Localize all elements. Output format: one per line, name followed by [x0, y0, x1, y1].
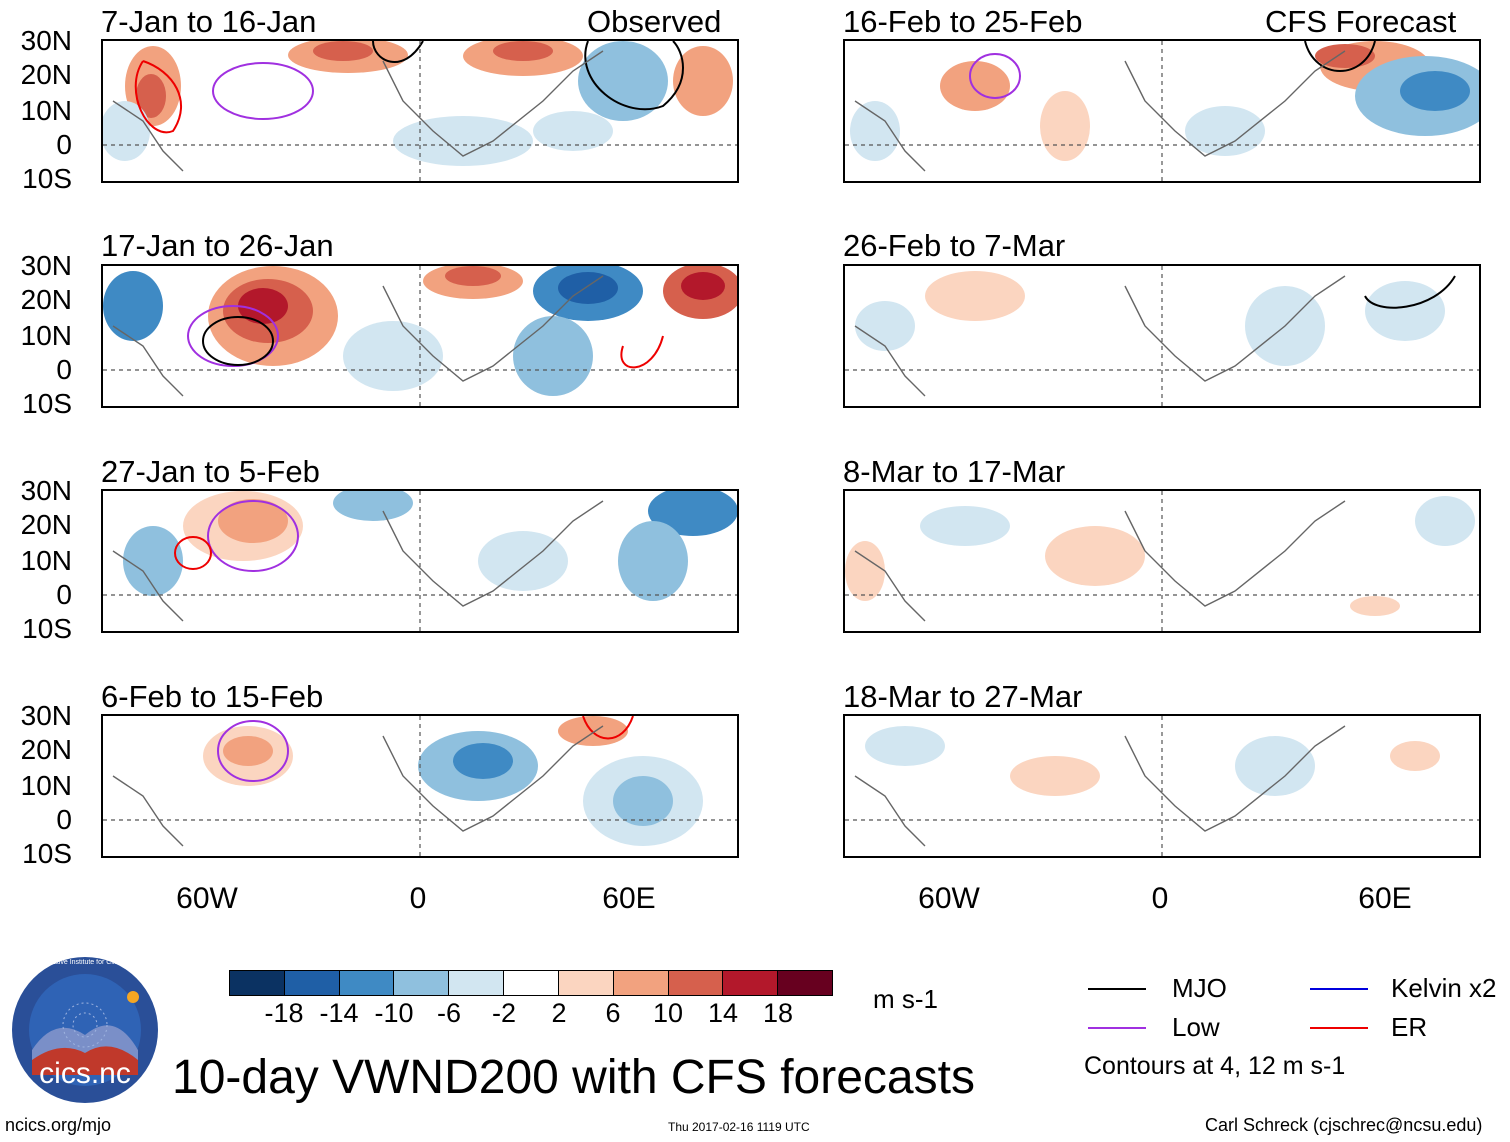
logo-text: cics.nc [39, 1057, 131, 1090]
lat-label: 10N [20, 320, 72, 351]
credit: Carl Schreck (cjschrec@ncsu.edu) [1205, 1115, 1483, 1135]
logo-ring-text: Cooperative Institute for Climate and Sa… [30, 959, 140, 966]
lon-label: 0 [409, 882, 427, 915]
colorbar-swatch [722, 971, 778, 995]
colorbar [229, 970, 833, 996]
lat-label: 0 [56, 579, 72, 610]
map-panel-fcst-1 [843, 39, 1481, 183]
lat-label: 20N [20, 284, 72, 315]
lon-label: 60E [602, 882, 656, 915]
lat-label: 30N [20, 25, 72, 56]
map-panel-obs-2 [101, 264, 739, 408]
panel-title-fcst-4: 18-Mar to 27-Mar [843, 679, 1083, 714]
panel-title-fcst-1: 16-Feb to 25-Feb [843, 4, 1083, 39]
lat-label: 10N [20, 95, 72, 126]
low-legend-label: Low [1172, 1012, 1220, 1042]
kelvin-legend-label: Kelvin x2 [1391, 973, 1497, 1003]
lat-label: 20N [20, 509, 72, 540]
observed-header: Observed [587, 4, 722, 39]
colorbar-swatch [230, 971, 284, 995]
colorbar-unit: m s-1 [873, 984, 938, 1014]
lat-label: 0 [56, 129, 72, 160]
colorbar-swatch [338, 971, 394, 995]
lat-label: 10N [20, 545, 72, 576]
colorbar-swatch [557, 971, 613, 995]
lat-label: 10S [22, 838, 72, 869]
low-line-swatch [1088, 1027, 1146, 1029]
lat-label: 20N [20, 59, 72, 90]
main-title: 10-day VWND200 with CFS forecasts [172, 1051, 975, 1104]
map-panel-fcst-4 [843, 714, 1481, 858]
er-legend-label: ER [1391, 1012, 1428, 1042]
mjo-legend-label: MJO [1172, 973, 1227, 1003]
lat-label: 10N [20, 770, 72, 801]
lat-label: 30N [20, 250, 72, 281]
lat-label: 30N [20, 700, 72, 731]
panel-title-fcst-2: 26-Feb to 7-Mar [843, 228, 1066, 263]
lat-label: 0 [56, 804, 72, 835]
lat-label: 10S [22, 163, 72, 194]
lon-label: 60W [176, 882, 238, 915]
lon-label: 60W [918, 882, 980, 915]
colorbar-swatch [283, 971, 339, 995]
er-line-swatch [1310, 1027, 1368, 1029]
map-panel-obs-1 [101, 39, 739, 183]
lat-label: 20N [20, 734, 72, 765]
lon-label: 0 [1151, 882, 1169, 915]
map-panel-fcst-3 [843, 489, 1481, 633]
colorbar-tick: -18 [264, 998, 304, 1028]
colorbar-tick: 2 [551, 998, 567, 1028]
colorbar-swatch [393, 971, 449, 995]
panel-title-obs-1: 7-Jan to 16-Jan [101, 4, 317, 39]
map-panel-obs-4 [101, 714, 739, 858]
colorbar-tick: 14 [707, 998, 739, 1028]
colorbar-swatch [503, 971, 558, 995]
cfs-forecast-header: CFS Forecast [1265, 4, 1457, 39]
colorbar-tick: 18 [762, 998, 794, 1028]
map-panel-obs-3 [101, 489, 739, 633]
map-panel-fcst-2 [843, 264, 1481, 408]
lat-label: 10S [22, 613, 72, 644]
colorbar-swatch [777, 971, 832, 995]
lat-label: 10S [22, 388, 72, 419]
colorbar-tick: -10 [374, 998, 414, 1028]
colorbar-tick: -14 [319, 998, 359, 1028]
lon-label: 60E [1358, 882, 1412, 915]
kelvin-line-swatch [1310, 988, 1368, 990]
contour-note: Contours at 4, 12 m s-1 [1084, 1052, 1346, 1080]
panel-title-obs-4: 6-Feb to 15-Feb [101, 679, 324, 714]
colorbar-swatch [448, 971, 504, 995]
colorbar-swatch [612, 971, 668, 995]
lat-label: 0 [56, 354, 72, 385]
colorbar-tick: 6 [605, 998, 621, 1028]
panel-title-fcst-3: 8-Mar to 17-Mar [843, 454, 1066, 489]
colorbar-swatch [667, 971, 723, 995]
timestamp: Thu 2017-02-16 1119 UTC [668, 1120, 810, 1134]
panel-title-obs-2: 17-Jan to 26-Jan [101, 228, 334, 263]
colorbar-tick: 10 [652, 998, 684, 1028]
panel-title-obs-3: 27-Jan to 5-Feb [101, 454, 320, 489]
lat-label: 30N [20, 475, 72, 506]
mjo-line-swatch [1088, 988, 1146, 990]
colorbar-tick: -2 [491, 998, 516, 1028]
cics-logo[interactable]: Cooperative Institute for Climate and Sa… [10, 955, 160, 1105]
source-url[interactable]: ncics.org/mjo [5, 1115, 112, 1135]
colorbar-tick: -6 [436, 998, 461, 1028]
